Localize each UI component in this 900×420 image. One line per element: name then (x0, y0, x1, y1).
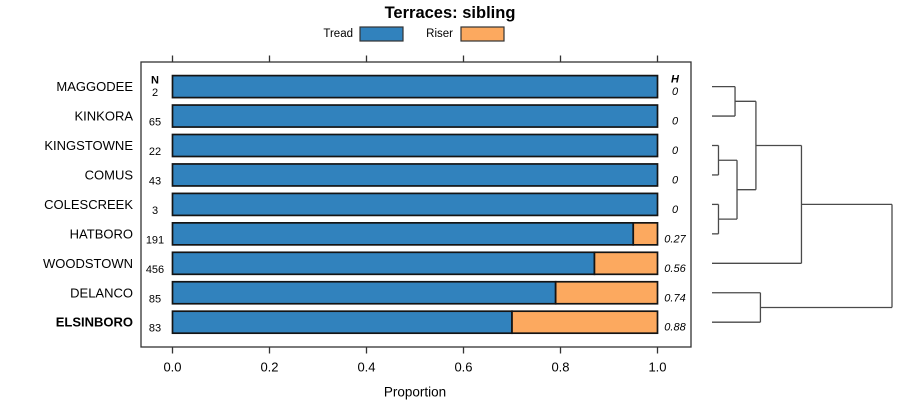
n-value: 3 (152, 205, 158, 217)
legend-label-riser: Riser (426, 28, 453, 40)
bars-group (171, 74, 659, 335)
plot-box (140, 61, 692, 348)
x-tick-label: 0.8 (551, 360, 569, 375)
h-value: 0 (672, 204, 679, 216)
x-tick-label: 0.6 (454, 360, 472, 375)
n-value: 191 (146, 234, 164, 246)
legend-swatch-riser (460, 26, 505, 42)
legend-swatch-tread (359, 26, 404, 42)
n-value: 456 (146, 264, 164, 276)
x-axis-title: Proportion (384, 385, 446, 400)
category-label: COLESCREEK (44, 197, 133, 212)
legend: Tread Riser (323, 26, 505, 42)
bar-segment-tread (171, 133, 659, 158)
category-label: MAGGODEE (56, 79, 133, 94)
x-tick-label: 1.0 (648, 360, 666, 375)
x-tick-label: 0.2 (260, 360, 278, 375)
x-tick-label: 0.0 (163, 360, 181, 375)
category-label: WOODSTOWN (43, 256, 133, 271)
n-value: 65 (149, 117, 161, 129)
category-label: HATBORO (70, 226, 133, 241)
bar-segment-tread (171, 74, 659, 99)
h-value: 0.56 (664, 263, 686, 275)
category-label: DELANCO (70, 285, 133, 300)
n-value: 22 (149, 146, 161, 158)
x-axis: 0.0 0.2 0.4 0.6 0.8 1.0 (140, 55, 692, 375)
n-value: 2 (152, 87, 158, 99)
n-value: 83 (149, 323, 161, 335)
bar-segment-riser (593, 251, 659, 276)
h-value: 0.74 (664, 292, 685, 304)
bar-segment-tread (171, 104, 659, 128)
dendrogram (712, 85, 893, 323)
n-value: 43 (149, 175, 161, 187)
legend-label-tread: Tread (323, 28, 353, 40)
h-value: 0 (672, 86, 679, 98)
h-value: 0 (672, 174, 679, 186)
h-value: 0 (672, 116, 679, 128)
chart-title: Terraces: sibling (385, 4, 516, 22)
category-label: ELSINBORO (56, 315, 133, 330)
bar-segment-tread (171, 310, 513, 335)
n-value: 85 (149, 293, 161, 305)
bar-segment-riser (554, 280, 659, 305)
x-tick-label: 0.4 (357, 360, 375, 375)
category-label: KINGSTOWNE (44, 138, 133, 153)
n-h-columns: N H 2 65 22 43 3 191 456 85 83 0 0 0 0 0 0.27 0.56 0.74 0.8… (146, 74, 687, 335)
bar-segment-riser (511, 310, 659, 335)
bar-segment-tread (171, 192, 659, 217)
category-label: COMUS (85, 167, 134, 182)
bar-segment-tread (171, 251, 596, 276)
h-column-header: H (671, 74, 680, 86)
row-labels-group: MAGGODEE KINKORA KINGSTOWNE COMUS COLESCREEK… (43, 79, 133, 330)
h-value: 0.27 (664, 233, 686, 245)
bar-segment-riser (632, 222, 659, 246)
h-value: 0.88 (664, 322, 686, 334)
bar-segment-tread (171, 163, 659, 187)
h-value: 0 (672, 145, 679, 157)
n-column-header: N (151, 75, 159, 87)
category-label: KINKORA (74, 109, 133, 124)
bar-segment-tread (171, 280, 557, 305)
bar-segment-tread (171, 222, 635, 246)
